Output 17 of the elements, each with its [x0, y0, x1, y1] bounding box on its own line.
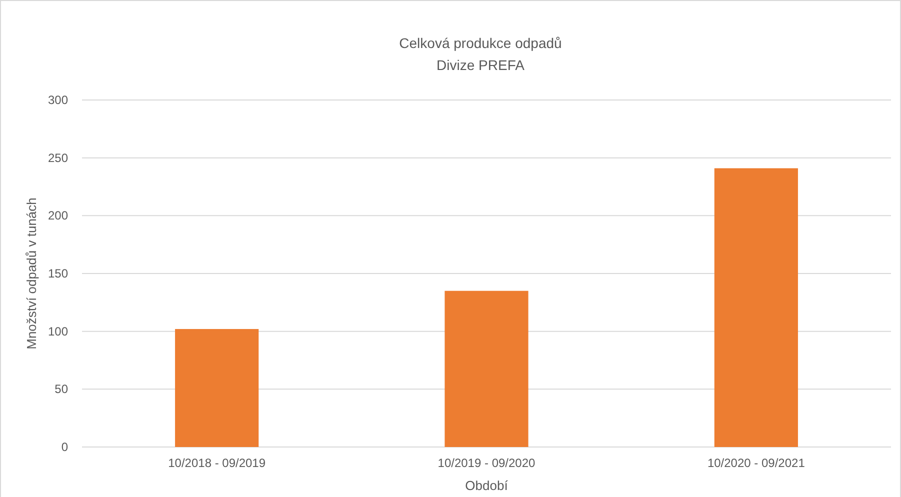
y-axis-title: Množství odpadů v tunách	[24, 198, 39, 350]
bar	[444, 290, 528, 447]
y-tick-label: 150	[48, 266, 68, 280]
chart-subtitle: Divize PREFA	[436, 57, 526, 73]
y-tick-label: 100	[48, 324, 68, 338]
x-axis-title: Období	[465, 478, 508, 493]
chart-title: Celková produkce odpadů	[399, 35, 562, 51]
y-tick-label: 50	[54, 382, 68, 396]
y-tick-label: 200	[48, 208, 68, 223]
x-tick-label: 10/2020 - 09/2021	[707, 456, 806, 470]
x-tick-label: 10/2018 - 09/2019	[168, 456, 266, 470]
y-tick-label: 250	[48, 150, 68, 165]
y-tick-label: 0	[61, 440, 68, 454]
bar	[175, 329, 259, 447]
y-tick-label: 300	[48, 93, 68, 107]
bar	[714, 168, 798, 447]
x-tick-label: 10/2019 - 09/2020	[438, 456, 536, 470]
